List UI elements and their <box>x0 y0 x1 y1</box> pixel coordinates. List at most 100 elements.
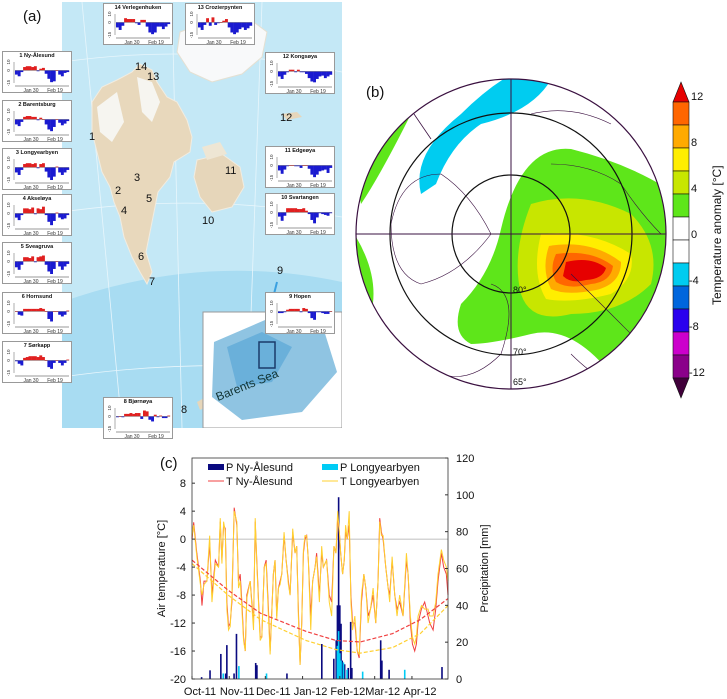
anomaly-bar <box>66 213 70 216</box>
anomaly-bar <box>140 416 144 419</box>
anomaly-bar <box>66 70 70 73</box>
inset-title: 3 Longyearbyen <box>15 150 59 156</box>
inset-title: 2 Barentsburg <box>18 102 56 108</box>
anomaly-bar <box>315 71 319 79</box>
anomaly-bar <box>50 119 53 132</box>
anomaly-bar <box>63 311 67 315</box>
anomaly-bar <box>296 69 300 72</box>
anomaly-bar <box>305 308 308 312</box>
anomaly-bar <box>15 167 18 173</box>
anomaly-bar <box>50 311 53 322</box>
anomaly-bar <box>243 22 247 30</box>
inset-y-tick: 10 <box>189 11 194 17</box>
precip-bar <box>265 673 268 679</box>
trend-line <box>191 563 449 654</box>
anomaly-bar <box>118 416 122 417</box>
inset-x-tick: Jan 30 <box>23 88 38 94</box>
y-right-tick-label: 60 <box>456 564 468 576</box>
anomaly-bar <box>44 360 48 361</box>
inset-x-tick: Jan 30 <box>286 89 301 95</box>
anomaly-bar <box>25 357 29 361</box>
precip-bar <box>200 677 203 679</box>
anomaly-bar <box>283 311 287 313</box>
anomaly-bar <box>315 165 319 175</box>
anomaly-bar <box>23 116 26 120</box>
anomaly-bar <box>159 22 163 27</box>
anomaly-bar <box>42 255 45 262</box>
inset-y-tick: 0 <box>269 211 274 214</box>
anomaly-bar <box>17 261 21 270</box>
anomaly-bar <box>305 165 308 166</box>
anomaly-bar <box>47 261 51 272</box>
anomaly-bar <box>286 165 289 167</box>
inset-y-tick: 0 <box>107 415 112 418</box>
x-tick-label: Mar-12 <box>365 686 400 698</box>
precip-bar <box>336 645 339 679</box>
inset-y-tick: -15 <box>107 31 112 38</box>
anomaly-bar <box>116 22 119 28</box>
inset-chart: 10 0 -15 Jan 30 Feb 19 <box>107 405 171 440</box>
anomaly-bar <box>200 22 204 30</box>
anomaly-bar <box>134 22 138 24</box>
inset-x-tick: Feb 19 <box>47 279 63 285</box>
x-tick-label: Oct-11 <box>184 686 216 698</box>
anomaly-bar <box>321 165 325 171</box>
anomaly-bar <box>66 359 70 361</box>
inset-x-tick: Jan 30 <box>23 185 38 191</box>
anomaly-bar <box>52 119 56 127</box>
latitude-label: 80° <box>513 285 527 295</box>
colorbar <box>672 81 690 399</box>
inset-x-tick: Jan 30 <box>23 137 38 143</box>
anomaly-bar <box>227 22 231 28</box>
anomaly-bar <box>302 308 306 312</box>
anomaly-bar <box>302 208 306 213</box>
inset-x-tick: Jan 30 <box>23 279 38 285</box>
precip-bar <box>340 623 342 679</box>
station-inset: 12 Kongsøya 10 0 -15 Jan 30 Feb 19 <box>265 52 335 95</box>
anomaly-bar <box>315 212 319 218</box>
y-tick-label: -12 <box>170 618 186 630</box>
anomaly-bar <box>313 71 316 83</box>
anomaly-bar <box>44 70 48 74</box>
precip-bar <box>341 660 344 679</box>
colorbar-segment <box>672 147 690 172</box>
precip-bar <box>220 653 222 679</box>
station-number: 12 <box>280 112 293 124</box>
station-number: 7 <box>149 276 156 288</box>
anomaly-bar <box>329 311 333 312</box>
anomaly-bar <box>31 256 35 262</box>
station-number: 1 <box>89 131 96 143</box>
anomaly-bar <box>17 213 21 221</box>
anomaly-bar <box>66 167 70 170</box>
anomaly-bar <box>28 308 32 312</box>
anomaly-bar <box>145 22 149 27</box>
inset-y-tick: 0 <box>189 21 194 24</box>
anomaly-bar <box>63 360 67 363</box>
anomaly-bar <box>129 413 133 417</box>
inset-x-tick: Feb 19 <box>148 40 164 46</box>
anomaly-bar <box>151 22 154 35</box>
anomaly-bar <box>55 119 59 120</box>
y-tick-label: -16 <box>170 646 186 658</box>
anomaly-bar <box>238 22 242 30</box>
anomaly-bar <box>23 208 26 214</box>
anomaly-bar <box>28 66 32 71</box>
inset-x-tick: Feb 19 <box>47 185 63 191</box>
station-inset: 9 Hopen 10 0 -15 Jan 30 Feb 19 <box>265 292 335 335</box>
anomaly-bar <box>288 308 292 312</box>
anomaly-bar <box>286 309 289 312</box>
precip-bar <box>209 670 211 679</box>
colorbar-segment <box>672 101 690 126</box>
anomaly-bar <box>296 308 300 312</box>
inset-title: 5 Sveagruva <box>20 244 54 250</box>
legend-swatch <box>208 464 224 470</box>
anomaly-bar <box>296 209 300 213</box>
anomaly-bar <box>36 70 40 72</box>
anomaly-bar <box>307 71 311 79</box>
inset-title: 10 Svartangen <box>281 195 319 201</box>
anomaly-bar <box>211 17 215 23</box>
precip-bar <box>321 644 323 679</box>
station-number: 14 <box>135 61 148 73</box>
anomaly-bar <box>17 70 21 77</box>
anomaly-bar <box>60 311 64 317</box>
